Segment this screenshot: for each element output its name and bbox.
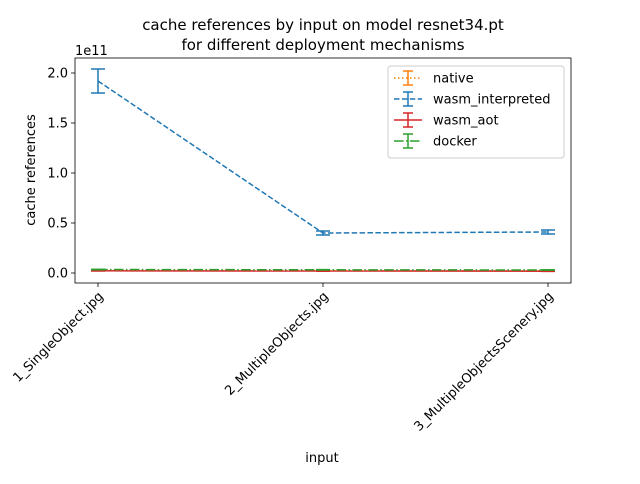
- legend-label-native: native: [433, 72, 474, 87]
- y-tick-label: 0.5: [47, 217, 68, 232]
- legend-label-wasm_interpreted: wasm_interpreted: [433, 93, 550, 108]
- legend-label-docker: docker: [433, 135, 477, 150]
- y-tick-label: 1.5: [47, 117, 68, 132]
- x-axis-label: input: [305, 451, 338, 466]
- y-tick-label: 0.0: [47, 267, 68, 282]
- y-axis-label: cache references: [24, 114, 39, 226]
- chart-subtitle: for different deployment mechanisms: [181, 36, 464, 54]
- y-tick-label: 2.0: [47, 67, 68, 82]
- y-offset-text: 1e11: [75, 44, 108, 59]
- y-tick-label: 1.0: [47, 167, 68, 182]
- legend-label-wasm_aot: wasm_aot: [433, 114, 499, 129]
- chart-title: cache references by input on model resne…: [142, 16, 504, 34]
